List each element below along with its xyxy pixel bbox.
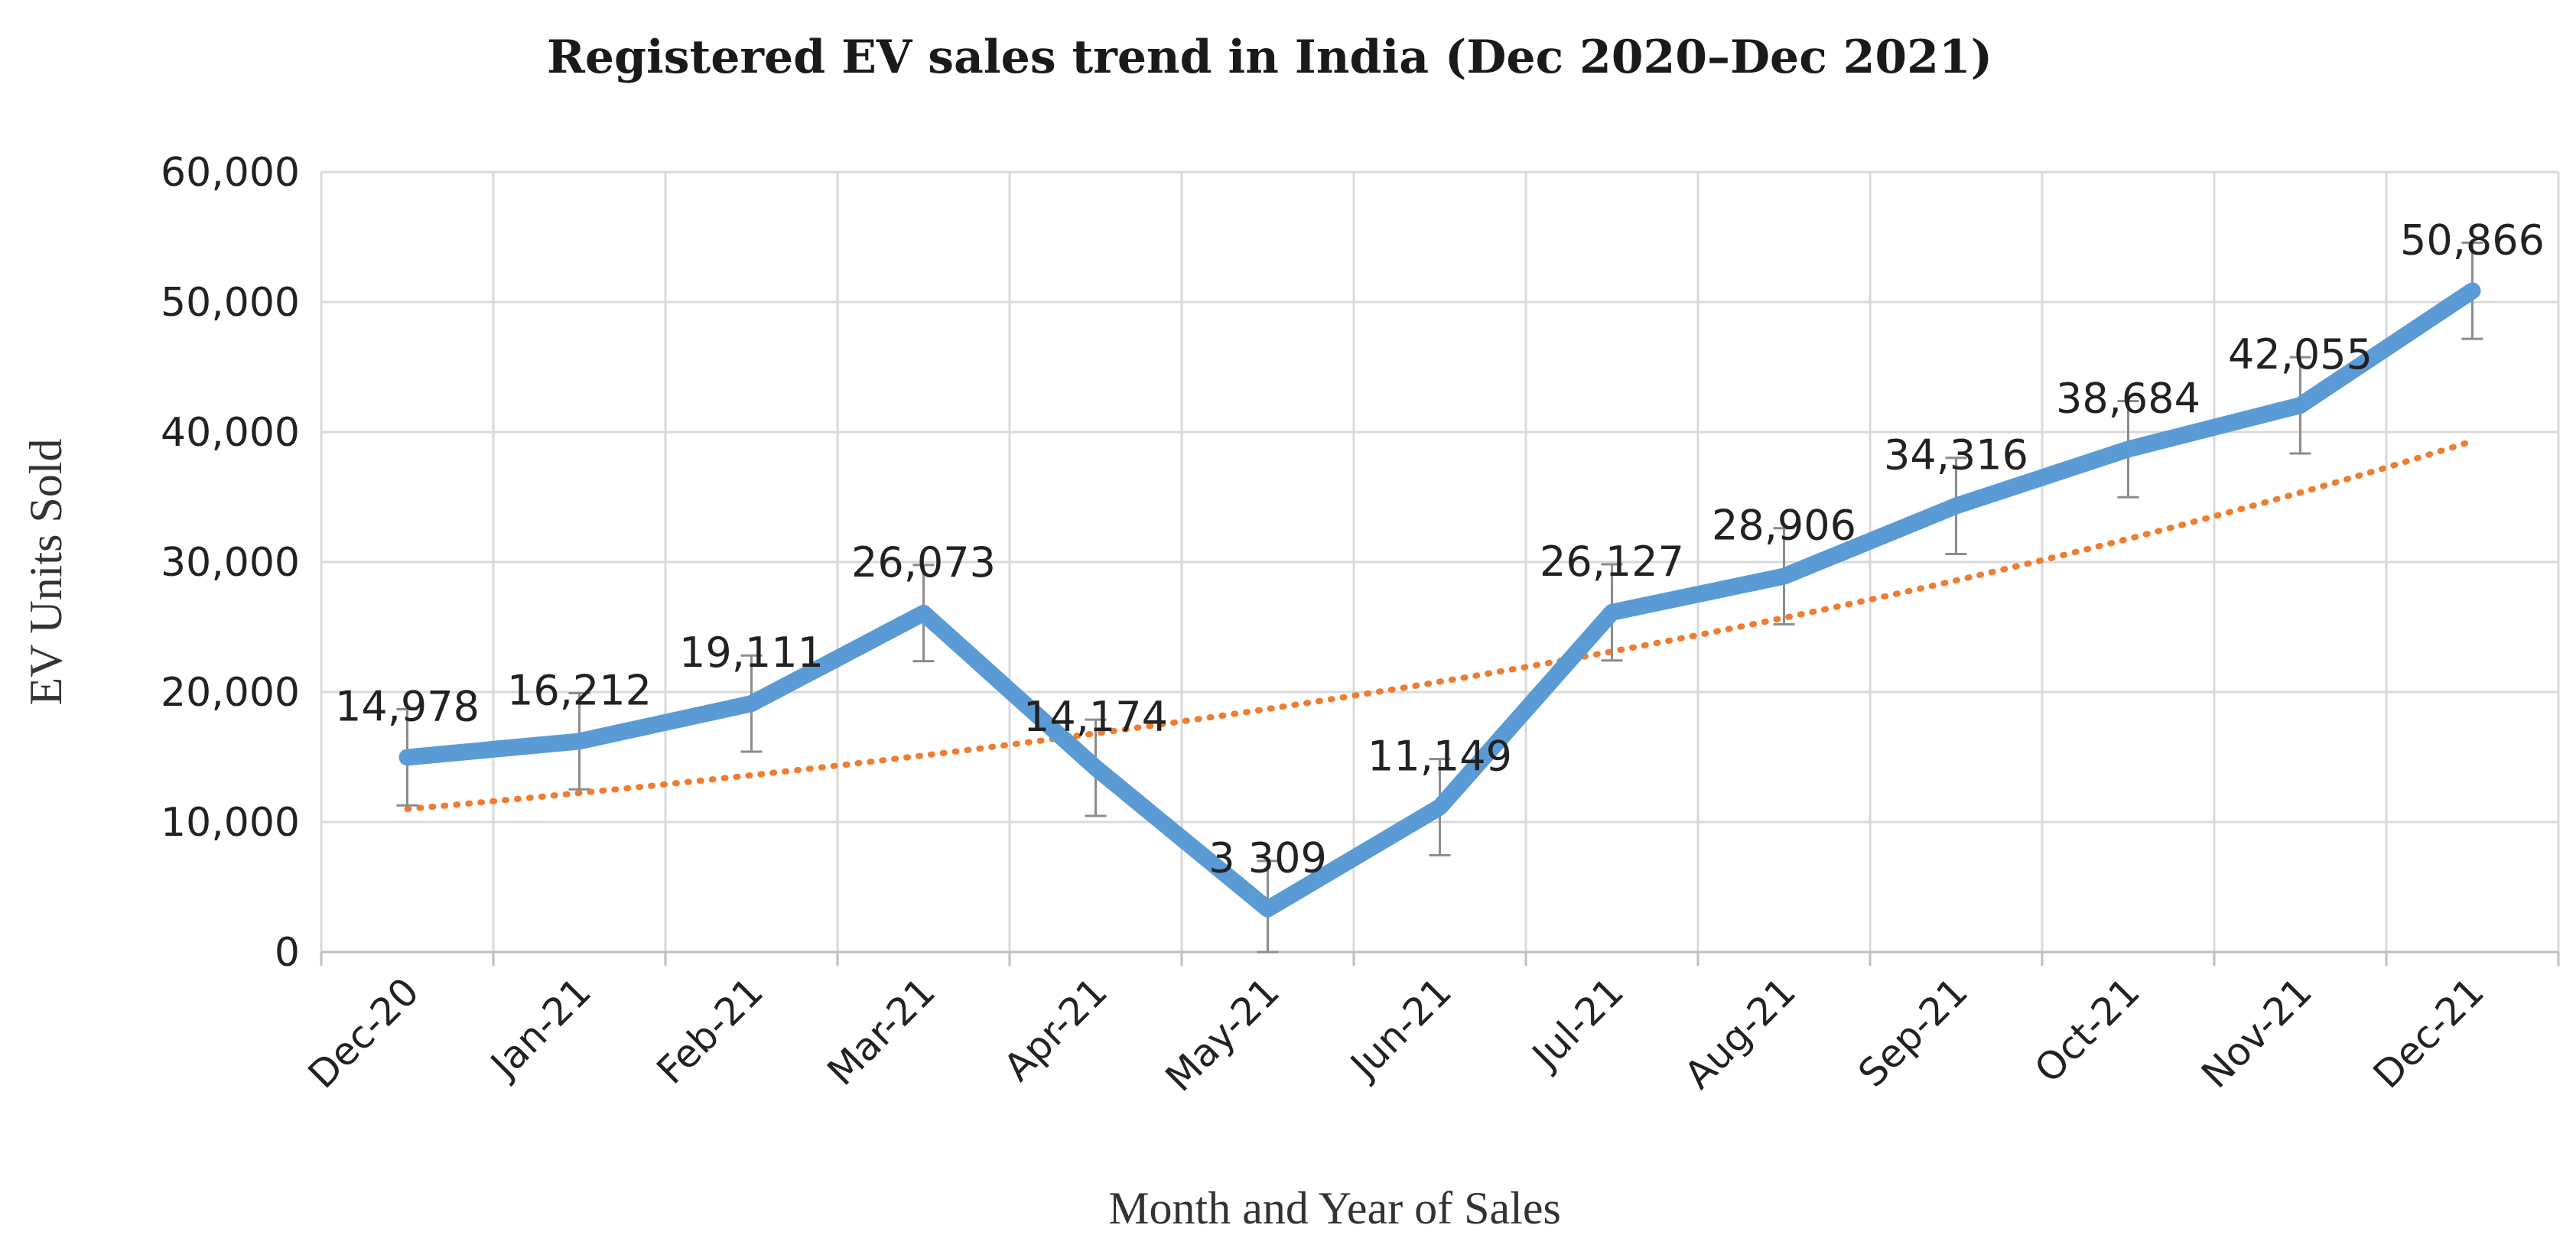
data-label: 50,866 [2400, 216, 2545, 264]
x-tick-label: Jan-21 [481, 969, 600, 1087]
x-tick-label: Aug-21 [1676, 969, 1804, 1097]
data-label: 19,111 [679, 629, 824, 677]
data-label: 26,127 [1540, 538, 1684, 586]
data-label: 26,073 [851, 538, 996, 587]
series-line [398, 282, 2481, 918]
y-tick-label: 60,000 [161, 150, 300, 196]
data-label: 38,684 [2056, 374, 2200, 422]
x-tick-label: Jul-21 [1522, 969, 1632, 1079]
x-axis-title: Month and Year of Sales [1108, 1183, 1561, 1233]
y-tick-label: 40,000 [161, 410, 300, 456]
x-tick-label: Dec-21 [2365, 969, 2493, 1097]
y-tick-label: 30,000 [161, 540, 300, 586]
x-tick-label: Dec-20 [300, 969, 428, 1097]
tick-label-layer: 0 10,000 20,000 30,000 40,000 50,000 60,000 Dec… [161, 150, 2493, 1100]
x-tick-label: Oct-21 [2026, 969, 2148, 1091]
y-tick-label: 50,000 [161, 280, 300, 326]
y-tick-label: 10,000 [161, 800, 300, 846]
y-tick-label: 0 [275, 930, 300, 976]
trendline-layer [404, 437, 2476, 812]
data-label: 42,055 [2228, 330, 2373, 379]
data-label-layer: 14,978 16,212 19,111 26,073 14,174 3 309 11,14… [335, 216, 2545, 882]
x-tick-label: Apr-21 [995, 969, 1116, 1090]
data-label: 34,316 [1884, 431, 2028, 479]
x-tick-label: Sep-21 [1850, 969, 1976, 1095]
x-tick-label: Feb-21 [649, 969, 772, 1092]
data-label: 3 309 [1208, 834, 1327, 882]
data-label: 16,212 [507, 666, 652, 714]
x-tick-label: Jun-21 [1341, 969, 1460, 1088]
data-label: 28,906 [1712, 502, 1856, 550]
x-tick-label: Nov-21 [2193, 969, 2321, 1097]
data-label: 14,174 [1023, 693, 1168, 741]
trendline [404, 437, 2476, 812]
x-tick-label: May-21 [1157, 969, 1288, 1100]
data-label: 14,978 [335, 682, 480, 730]
series-layer [396, 241, 2483, 954]
data-label: 11,149 [1368, 732, 1512, 780]
chart-title: Registered EV sales trend in India (Dec … [547, 31, 1992, 84]
y-axis-title: EV Units Sold [21, 439, 71, 706]
y-tick-label: 20,000 [161, 670, 300, 716]
x-tick-label: Mar-21 [819, 969, 944, 1093]
